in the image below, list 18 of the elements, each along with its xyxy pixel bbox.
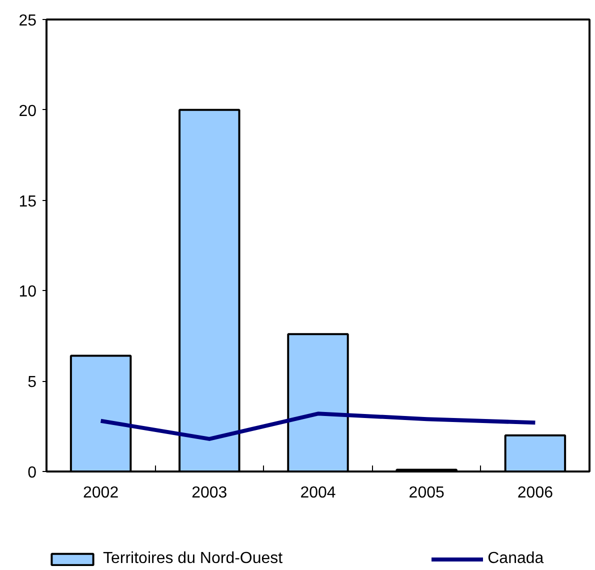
legend-label: Canada <box>488 550 544 568</box>
x-tick-label: 2003 <box>192 484 228 502</box>
x-tick-label: 2006 <box>517 484 554 502</box>
y-tick-label: 15 <box>18 193 37 210</box>
bar <box>504 434 566 472</box>
bar <box>178 108 240 472</box>
y-tick-label: 10 <box>18 284 37 301</box>
x-tick-label: 2002 <box>83 484 119 502</box>
bar <box>70 354 132 472</box>
y-tick-label: 25 <box>18 12 37 30</box>
x-tick-label: 2005 <box>408 484 444 502</box>
y-tick-label: 0 <box>28 464 37 482</box>
y-tick-label: 20 <box>18 102 37 120</box>
x-tick-label: 2004 <box>300 484 336 502</box>
legend-label: Territoires du Nord-Ouest <box>103 550 283 568</box>
line-series <box>98 412 538 441</box>
bar <box>287 333 349 472</box>
y-tick-label: 5 <box>28 374 37 392</box>
